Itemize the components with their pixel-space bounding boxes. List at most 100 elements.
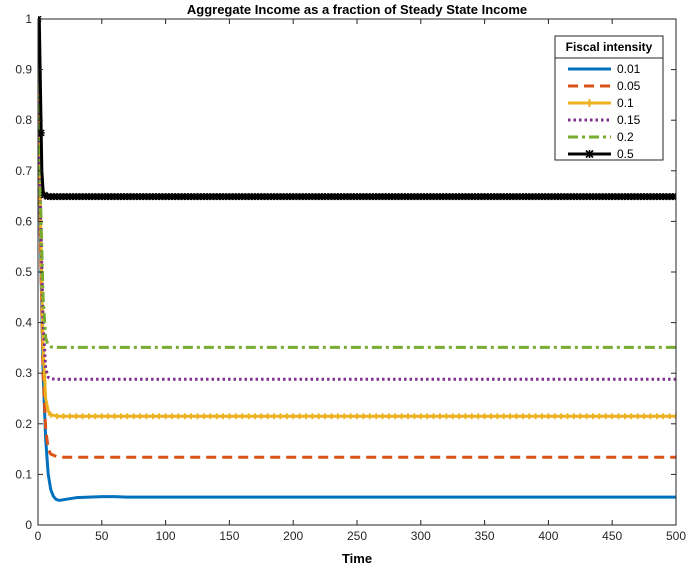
series-marker	[149, 413, 156, 420]
series-marker	[641, 413, 648, 420]
series-marker	[653, 413, 660, 420]
legend-title: Fiscal intensity	[566, 40, 653, 54]
y-tick-label: 0.5	[15, 265, 32, 279]
series-marker	[621, 413, 628, 420]
series-marker	[494, 413, 501, 420]
axes-layer: 0 50 100 150 200 250 300 350 400 450 500 0 0.1 0.2 0.3…	[15, 12, 686, 543]
series-marker	[405, 413, 412, 420]
series-marker	[634, 413, 641, 420]
series-marker	[539, 413, 546, 420]
x-tick-label: 400	[538, 529, 558, 543]
y-tick-label: 0.9	[15, 63, 32, 77]
series-marker	[232, 413, 239, 420]
x-tick-label: 350	[475, 529, 495, 543]
series-marker	[73, 413, 80, 420]
y-tick-label: 0.3	[15, 366, 32, 380]
series-marker	[436, 413, 443, 420]
legend: Fiscal intensity 0.01 0.05 0.1 0.15 0.2 0.5	[554, 35, 664, 161]
series-marker	[602, 413, 609, 420]
series-marker	[519, 413, 526, 420]
series-marker	[315, 413, 322, 420]
series-line-0.2	[38, 18, 676, 349]
series-marker	[162, 413, 169, 420]
series-marker	[475, 413, 482, 420]
series-marker	[86, 413, 93, 420]
series-marker	[379, 413, 386, 420]
series-marker	[545, 413, 552, 420]
series-marker	[239, 413, 246, 420]
series-marker	[283, 413, 290, 420]
series-marker	[462, 413, 469, 420]
y-tick-label: 1	[25, 12, 32, 26]
series-marker	[341, 413, 348, 420]
series-marker	[92, 413, 99, 420]
series-marker	[628, 413, 635, 420]
series-marker	[124, 413, 131, 420]
series-marker	[54, 413, 61, 420]
x-tick-label: 50	[95, 529, 109, 543]
series-marker	[596, 413, 603, 420]
series-marker	[449, 413, 456, 420]
x-tick-label: 200	[283, 529, 303, 543]
series-marker	[60, 413, 67, 420]
legend-label-0.5: 0.5	[617, 147, 634, 161]
series-marker	[117, 413, 124, 420]
series-marker	[570, 413, 577, 420]
series-marker	[590, 413, 597, 420]
series-marker	[360, 413, 367, 420]
x-tick-label: 0	[35, 529, 42, 543]
series-marker	[354, 413, 360, 420]
series-marker	[264, 413, 271, 420]
series-marker	[220, 413, 227, 420]
series-marker	[487, 413, 494, 420]
series-marker	[175, 413, 182, 420]
x-tick-label: 300	[411, 529, 431, 543]
series-marker	[385, 413, 392, 420]
series-marker	[245, 413, 252, 420]
series-marker	[66, 413, 73, 420]
legend-label-0.2: 0.2	[617, 130, 634, 144]
x-tick-label: 250	[347, 529, 367, 543]
x-tick-label: 150	[219, 529, 239, 543]
chart-title: Aggregate Income as a fraction of Steady…	[187, 2, 527, 17]
series-marker	[143, 413, 150, 420]
series-marker	[660, 413, 667, 420]
series-marker	[577, 413, 584, 420]
series-marker	[647, 413, 654, 420]
series-line-0.01	[38, 18, 676, 502]
series-marker	[430, 413, 437, 420]
series-marker	[200, 413, 207, 420]
series-marker	[666, 413, 673, 420]
x-tick-label: 500	[666, 529, 686, 543]
x-axis-title: Time	[342, 551, 372, 566]
series-marker	[168, 413, 175, 420]
series-marker	[347, 413, 354, 420]
series-marker	[194, 413, 201, 420]
y-tick-label: 0.8	[15, 113, 32, 127]
series-marker	[130, 413, 137, 420]
series-marker	[111, 413, 118, 420]
legend-label-0.1: 0.1	[617, 96, 634, 110]
series-marker	[38, 129, 45, 137]
series-marker	[156, 413, 163, 420]
series-marker	[334, 413, 341, 420]
series-marker	[258, 413, 265, 420]
series-marker	[468, 413, 475, 420]
legend-box	[554, 35, 664, 161]
series-marker	[290, 413, 297, 420]
x-tick-label: 100	[156, 529, 176, 543]
series-marker	[615, 413, 622, 420]
series-marker	[513, 413, 520, 420]
series-marker	[558, 413, 565, 420]
series-marker	[277, 413, 284, 420]
series-marker	[98, 413, 105, 420]
y-tick-label: 0.2	[15, 417, 32, 431]
series-marker	[322, 413, 329, 420]
series-layer	[38, 16, 676, 502]
series-marker	[500, 413, 507, 420]
y-tick-label: 0.1	[15, 467, 32, 481]
series-marker	[373, 413, 380, 420]
series-marker	[213, 413, 220, 420]
series-marker	[188, 413, 195, 420]
